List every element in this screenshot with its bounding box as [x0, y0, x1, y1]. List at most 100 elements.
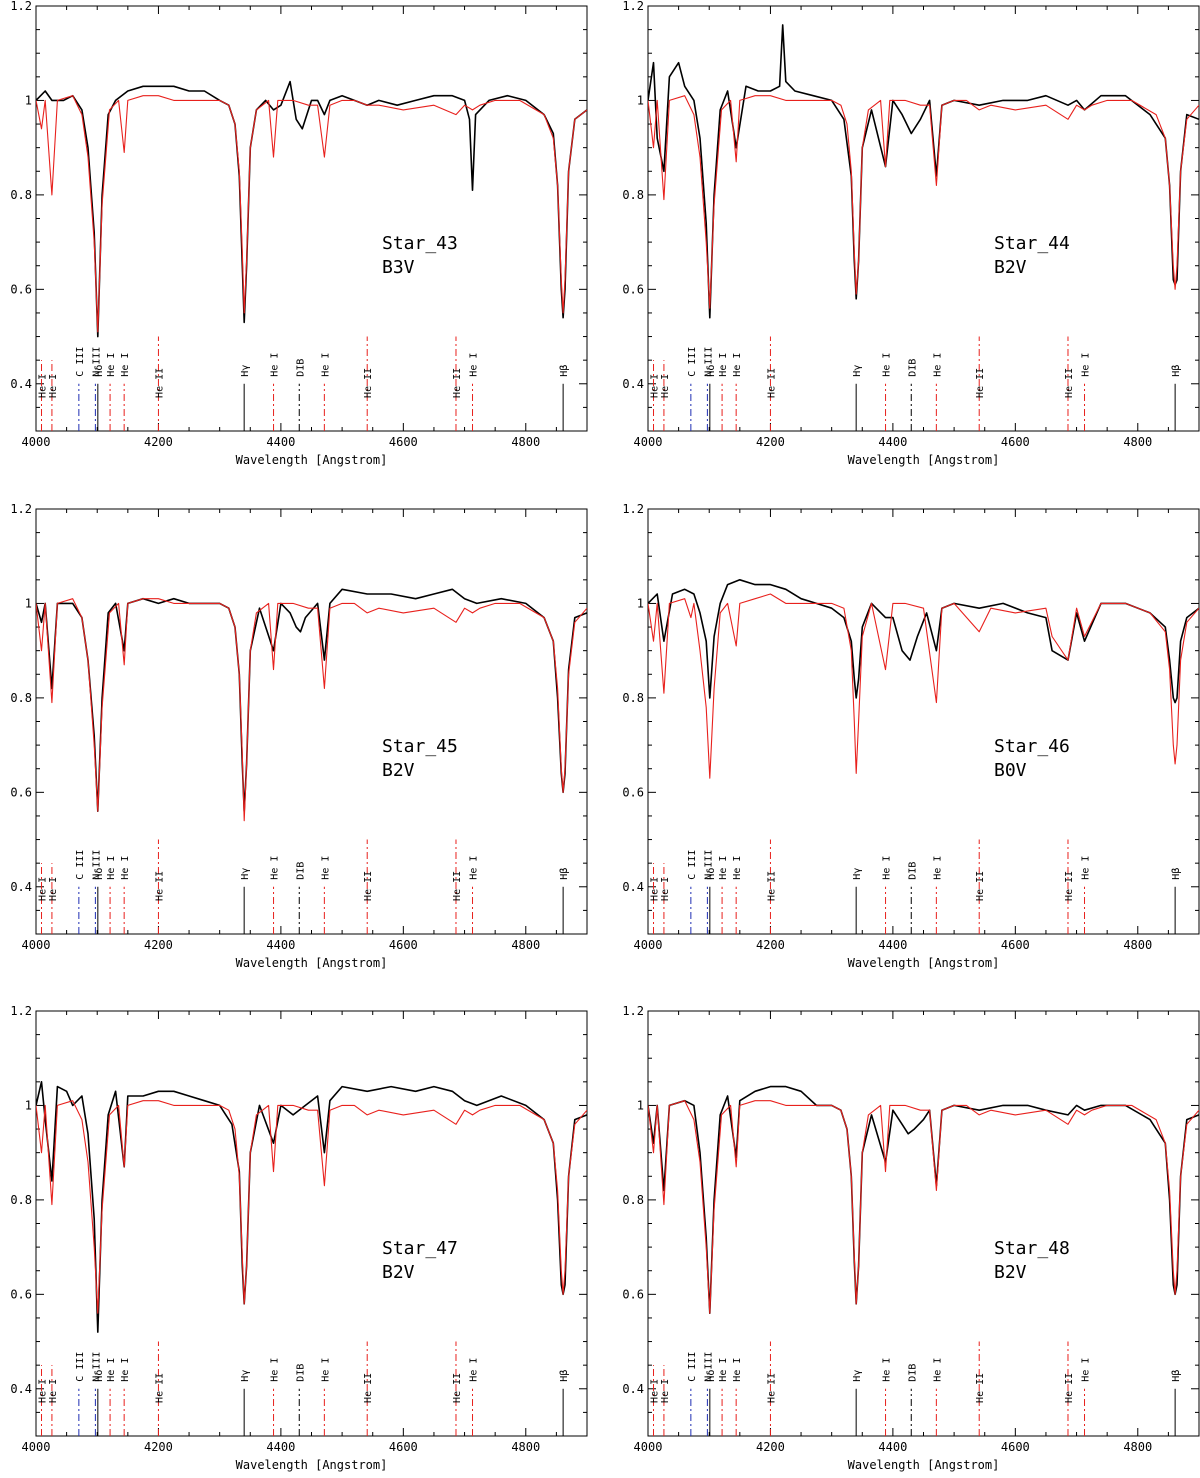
- chart-5-ytick-label: 0.8: [10, 1193, 32, 1207]
- chart-6-marker-label-10: DIB: [907, 1364, 918, 1382]
- chart-5-marker-label-15: Hβ: [559, 1370, 570, 1382]
- chart-2-series-observed: [648, 24, 1199, 319]
- chart-2-marker-label-6: He I: [732, 353, 743, 377]
- chart-4-xtick-label: 4600: [1001, 938, 1030, 952]
- chart-6-marker-label-11: He I: [932, 1358, 943, 1382]
- chart-2-marker-label-15: Hβ: [1171, 365, 1182, 377]
- chart-1-xtick-label: 4800: [511, 435, 540, 449]
- chart-3-xtick-label: 4000: [22, 938, 51, 952]
- chart-6-marker-label-12: He II: [975, 1373, 986, 1403]
- chart-1-xlabel: Wavelength [Angstrom]: [236, 453, 388, 467]
- chart-3-marker-label-7: He II: [154, 871, 165, 901]
- chart-5-marker-label-9: He I: [270, 1358, 281, 1382]
- chart-2-xtick-label: 4400: [878, 435, 907, 449]
- chart-1-ytick-label: 0.6: [10, 282, 32, 296]
- chart-2-marker-label-5: He I: [718, 353, 729, 377]
- chart-5-xlabel: Wavelength [Angstrom]: [236, 1458, 388, 1472]
- chart-2-ytick-label: 1.2: [622, 0, 644, 13]
- chart-4-marker-label-3: N III: [703, 850, 714, 880]
- chart-6-xlabel: Wavelength [Angstrom]: [848, 1458, 1000, 1472]
- chart-5-ytick-label: 1.2: [10, 1004, 32, 1018]
- chart-4-series-observed: [648, 578, 1199, 704]
- chart-4-marker-label-0: He I: [650, 877, 661, 901]
- chart-3-ytick-label: 0.4: [10, 880, 32, 894]
- chart-4-ytick-label: 1: [637, 596, 644, 610]
- chart-6-marker-label-2: C III: [687, 1352, 698, 1382]
- chart-5-ytick-label: 0.4: [10, 1382, 32, 1396]
- chart-4-marker-label-8: Hγ: [852, 868, 863, 880]
- chart-3-ytick-label: 0.6: [10, 785, 32, 799]
- chart-3-marker-label-3: N III: [91, 850, 102, 880]
- chart-2-marker-label-9: He I: [882, 353, 893, 377]
- chart-2-star-name: Star_44: [994, 233, 1070, 254]
- chart-2-marker-label-4: Hδ: [706, 365, 717, 377]
- chart-1-series-model: [36, 95, 587, 333]
- chart-5-marker-label-2: C III: [75, 1352, 86, 1382]
- chart-5-marker-label-14: He I: [469, 1358, 480, 1382]
- chart-2-spectral-type: B2V: [994, 257, 1027, 278]
- chart-2-ytick-label: 0.6: [622, 282, 644, 296]
- chart-3-marker-label-14: He I: [469, 856, 480, 880]
- chart-6-xtick-label: 4400: [878, 1440, 907, 1454]
- chart-3-series-model: [36, 598, 587, 822]
- chart-4-marker-label-11: He I: [932, 856, 943, 880]
- chart-1-ytick-label: 0.8: [10, 188, 32, 202]
- chart-3: 4000 4200 4400 4600 4800 0.4 0.6 0.8 1 1.2 Wavelen…: [10, 502, 588, 970]
- chart-3-xtick-label: 4400: [266, 938, 295, 952]
- chart-1-spectral-type: B3V: [382, 257, 415, 278]
- chart-4-marker-label-5: He I: [718, 856, 729, 880]
- chart-5-marker-label-7: He II: [154, 1373, 165, 1403]
- chart-5-ytick-label: 1: [25, 1098, 32, 1112]
- chart-6-marker-label-15: Hβ: [1171, 1370, 1182, 1382]
- chart-2-marker-label-10: DIB: [907, 359, 918, 377]
- chart-4-marker-label-6: He I: [732, 856, 743, 880]
- chart-6-ytick-label: 1: [637, 1098, 644, 1112]
- chart-3-plot-frame: [35, 508, 588, 935]
- chart-5-marker-label-4: Hδ: [94, 1370, 105, 1382]
- chart-3-marker-label-8: Hγ: [240, 868, 251, 880]
- chart-3-xlabel: Wavelength [Angstrom]: [236, 956, 388, 970]
- chart-3-marker-label-11: He I: [320, 856, 331, 880]
- chart-6-marker-label-4: Hδ: [706, 1370, 717, 1382]
- chart-2-marker-label-1: He I: [660, 374, 671, 398]
- chart-5: 4000 4200 4400 4600 4800 0.4 0.6 0.8 1 1.2 Wavelen…: [10, 1004, 588, 1472]
- chart-5-marker-label-1: He I: [48, 1379, 59, 1403]
- chart-1-marker-label-9: He I: [270, 353, 281, 377]
- chart-2-xlabel: Wavelength [Angstrom]: [848, 453, 1000, 467]
- chart-2-series-model: [648, 95, 1199, 309]
- chart-2-xtick-label: 4600: [1001, 435, 1030, 449]
- chart-5-series-model: [36, 1100, 587, 1314]
- chart-1-marker-label-12: He II: [363, 368, 374, 398]
- chart-4-ytick-label: 0.4: [622, 880, 644, 894]
- chart-1-marker-label-7: He II: [154, 368, 165, 398]
- chart-4-marker-label-14: He I: [1081, 856, 1092, 880]
- chart-6-ytick-label: 0.4: [622, 1382, 644, 1396]
- chart-3-xtick-label: 4800: [511, 938, 540, 952]
- chart-5-marker-label-11: He I: [320, 1358, 331, 1382]
- chart-6-star-name: Star_48: [994, 1238, 1070, 1259]
- chart-1-marker-label-14: He I: [469, 353, 480, 377]
- chart-1-marker-label-11: He I: [320, 353, 331, 377]
- chart-6-marker-label-14: He I: [1081, 1358, 1092, 1382]
- chart-5-xtick-label: 4200: [144, 1440, 173, 1454]
- chart-5-marker-label-12: He II: [363, 1373, 374, 1403]
- chart-1-marker-label-8: Hγ: [240, 365, 251, 377]
- chart-4-marker-label-15: Hβ: [1171, 868, 1182, 880]
- chart-4-marker-label-7: He II: [766, 871, 777, 901]
- chart-1: 4000 4200 4400 4600 4800 0.4 0.6 0.8 1 1.2 Wavelen…: [10, 0, 588, 467]
- chart-1-marker-label-0: He I: [38, 374, 49, 398]
- chart-5-marker-label-3: N III: [91, 1352, 102, 1382]
- chart-3-marker-label-10: DIB: [295, 862, 306, 880]
- chart-5-data-area: [36, 1081, 587, 1436]
- chart-1-marker-label-4: Hδ: [94, 365, 105, 377]
- chart-4-ytick-label: 0.8: [622, 691, 644, 705]
- chart-6: 4000 4200 4400 4600 4800 0.4 0.6 0.8 1 1.2 Wavelen…: [622, 1004, 1200, 1472]
- chart-4-xtick-label: 4800: [1123, 938, 1152, 952]
- chart-4-marker-label-13: He II: [1064, 871, 1075, 901]
- chart-4-xtick-label: 4200: [756, 938, 785, 952]
- chart-6-series-model: [648, 1100, 1199, 1314]
- chart-1-marker-label-5: He I: [106, 353, 117, 377]
- chart-1-xtick-label: 4000: [22, 435, 51, 449]
- chart-5-xtick-label: 4400: [266, 1440, 295, 1454]
